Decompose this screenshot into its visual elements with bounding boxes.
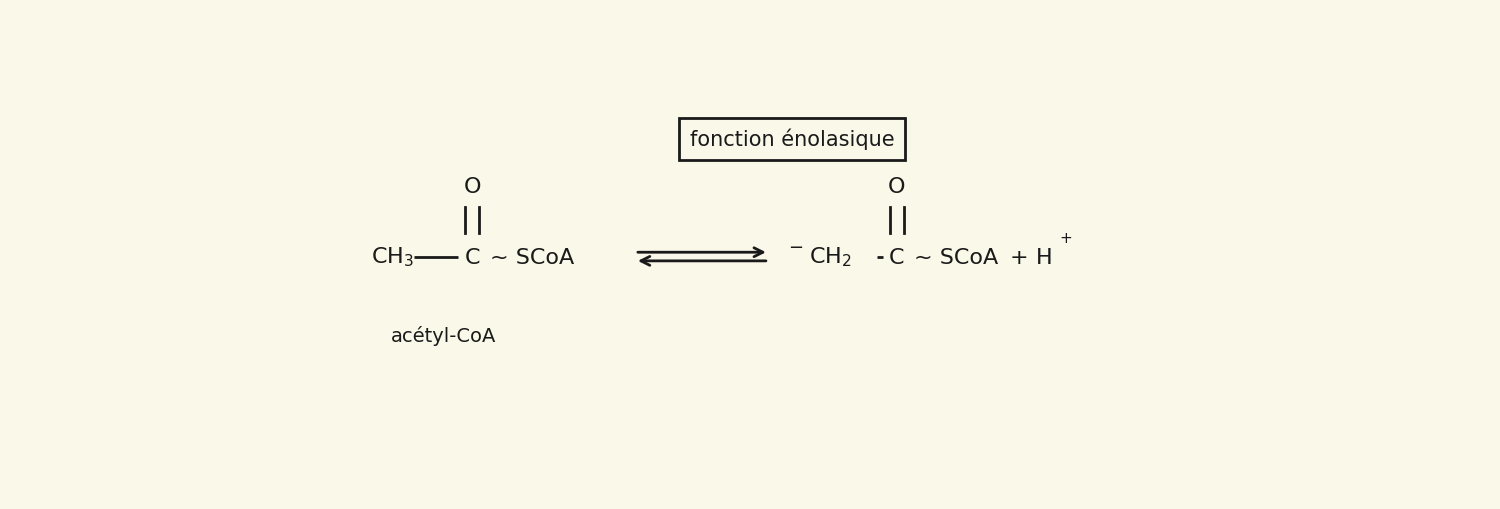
Text: H: H [1036,247,1053,267]
Text: O: O [888,177,906,196]
Text: fonction énolasique: fonction énolasique [690,129,894,150]
Text: acétyl-CoA: acétyl-CoA [390,325,496,346]
Text: O: O [464,177,482,196]
Text: ~ SCoA: ~ SCoA [914,247,999,267]
Text: C: C [465,247,480,267]
Text: ~ SCoA: ~ SCoA [489,247,574,267]
Text: CH$_3$: CH$_3$ [370,245,414,269]
Text: +: + [1010,247,1028,267]
Text: CH$_2$: CH$_2$ [810,245,852,269]
Text: C: C [890,247,904,267]
Text: −: − [789,238,804,256]
Text: +: + [1059,231,1072,246]
